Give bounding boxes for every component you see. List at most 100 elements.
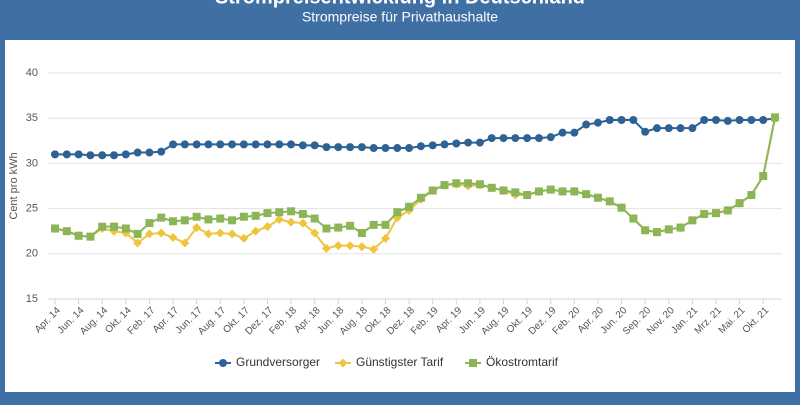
data-point [440,181,449,190]
data-point [287,140,296,149]
data-point [227,229,237,239]
data-point [499,134,508,143]
data-point [381,144,390,153]
data-point [688,216,697,225]
data-point [310,214,319,223]
data-point [546,133,555,142]
data-point [144,229,154,239]
data-point [180,140,189,149]
data-point [676,124,685,133]
data-point [180,238,190,248]
data-point [133,229,142,238]
data-point [133,148,142,157]
data-point [369,220,378,229]
data-point [617,203,626,212]
data-point [428,186,437,195]
data-point [62,150,71,159]
data-point [723,116,732,125]
data-point [747,116,756,125]
chart-subtitle: Strompreise für Privathaushalte [302,9,498,25]
data-point [511,134,520,143]
data-point [676,223,685,232]
data-point [700,210,709,219]
data-point [523,134,532,143]
data-point [251,226,261,236]
data-point [262,222,272,232]
data-point [405,202,414,211]
data-point [156,228,166,238]
data-point [629,116,638,125]
data-point [735,116,744,125]
data-point [251,211,260,220]
data-point [346,221,355,230]
data-point [192,223,202,233]
data-point [169,140,178,149]
data-point [735,199,744,208]
data-point [381,220,390,229]
data-point [380,233,390,243]
data-point [98,222,107,231]
data-point [298,141,307,150]
data-point [570,128,579,137]
data-point [357,242,367,252]
data-point [629,214,638,223]
legend-marker [338,358,348,368]
data-point [487,134,496,143]
data-point [440,140,449,149]
data-point [652,124,661,133]
data-point [110,222,119,231]
data-point [251,140,260,149]
data-point [605,197,614,206]
data-point [428,141,437,150]
data-point [641,127,650,136]
legend-marker [219,359,227,367]
data-point [747,191,756,200]
data-point [168,233,178,243]
data-point [334,223,343,232]
data-point [239,140,248,149]
data-point [215,228,225,238]
data-point [452,139,461,148]
data-point [204,215,213,224]
data-point [593,118,602,127]
legend-label: Grundversorger [236,355,320,369]
data-point [110,151,119,160]
data-point [357,229,366,238]
data-point [534,134,543,143]
data-point [157,213,166,222]
data-point [86,151,95,160]
data-point [204,140,213,149]
data-point [228,140,237,149]
data-point [464,138,473,147]
data-point [310,228,320,238]
data-point [534,187,543,196]
data-point [98,151,107,160]
data-point [652,228,661,237]
data-point [310,141,319,150]
data-point [145,148,154,157]
data-point [239,233,249,243]
data-point [322,143,331,152]
y-tick-label: 30 [26,157,38,169]
data-point [274,214,284,224]
data-point [511,188,520,197]
data-point [216,214,225,223]
data-point [475,180,484,189]
data-point [133,238,143,248]
data-point [475,138,484,147]
data-point [369,244,379,254]
data-point [546,185,555,194]
data-point [345,241,355,251]
data-point [333,241,343,251]
data-point [275,140,284,149]
data-point [169,217,178,226]
legend-label: Günstigster Tarif [356,355,444,369]
data-point [121,150,130,159]
data-point [239,212,248,221]
data-point [357,143,366,152]
data-point [287,207,296,216]
y-tick-label: 20 [26,248,38,260]
data-point [711,209,720,218]
data-point [263,209,272,218]
data-point [405,144,414,153]
